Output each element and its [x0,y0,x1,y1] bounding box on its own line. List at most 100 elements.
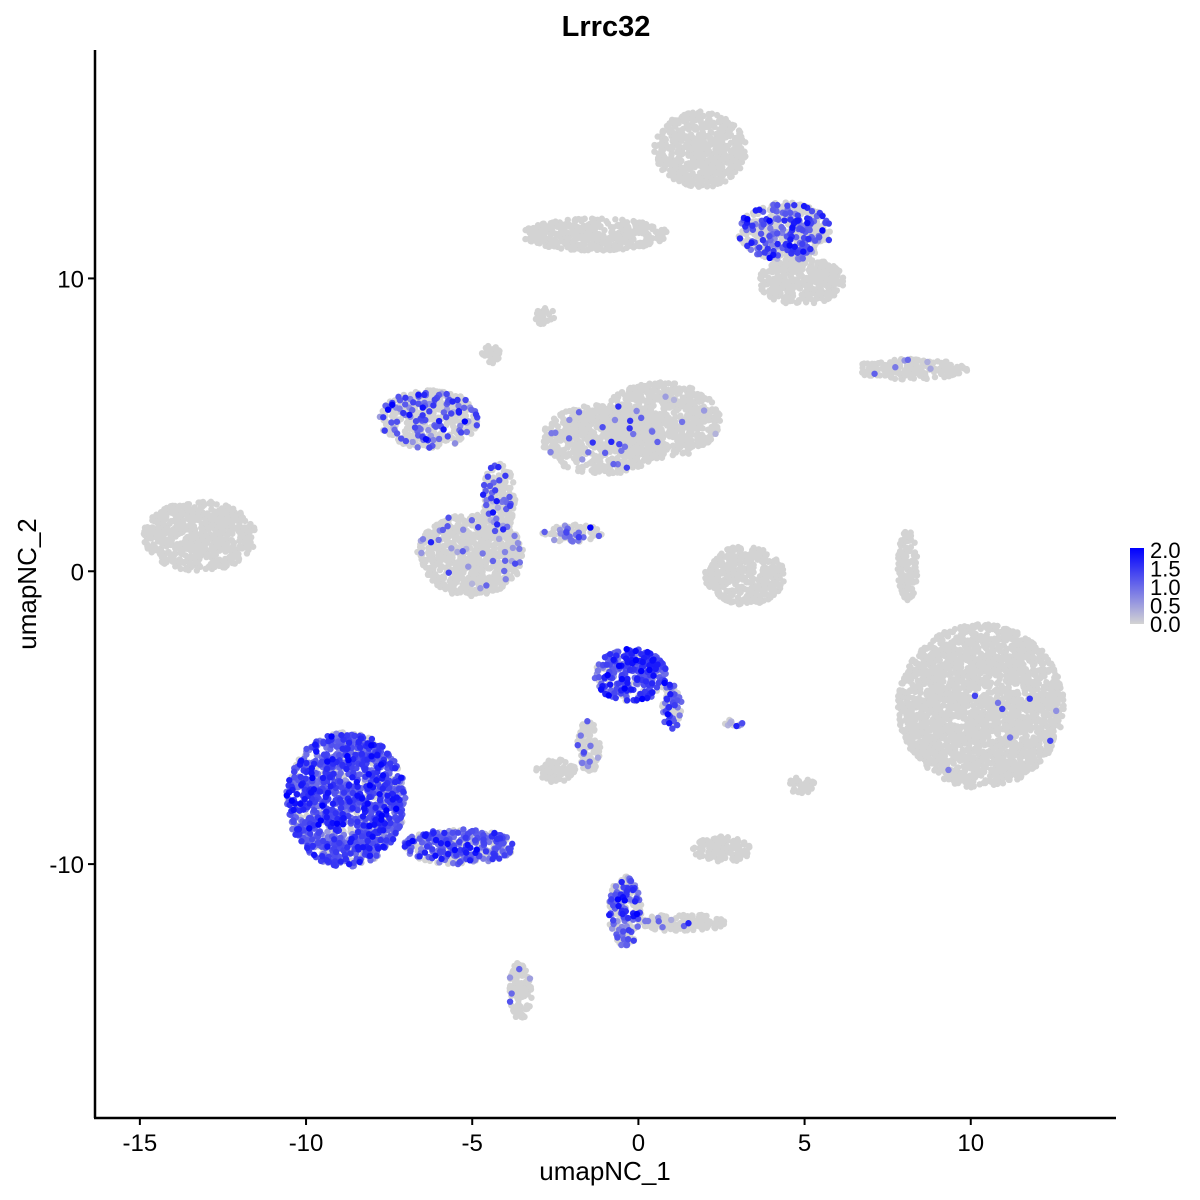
cell-point [825,295,833,302]
cell-point [636,392,643,399]
cell-point [672,422,680,429]
cell-point [490,356,497,364]
cell-point [151,543,159,551]
cell-point [627,459,634,466]
cell-point [796,262,803,269]
cell-point [165,548,172,556]
cell-point [206,500,213,507]
cell-point [825,283,832,290]
cell-point [586,460,594,467]
cell-point [676,156,684,163]
cell-point [727,148,734,155]
cell-point [176,558,183,566]
cell-point [699,169,706,176]
cell-point [669,442,677,449]
cell-point [578,234,585,241]
cell-point [773,280,780,288]
cell-point [723,169,730,176]
cell-point [649,225,656,233]
cell-point [500,482,508,490]
cell-point [581,525,588,532]
cell-point [690,135,697,142]
cell-point [545,243,552,251]
cell-point [803,283,810,290]
cell-point [448,530,456,538]
cell-point [157,547,164,554]
cell-point [588,467,595,474]
cell-point [765,268,773,275]
cell-point [227,546,234,553]
cell-point [650,387,657,394]
cell-point [184,533,192,541]
cell-point [689,177,697,185]
cell-point [704,426,712,433]
cell-point [688,430,695,437]
cell-point [610,428,617,435]
cell-point [484,565,492,572]
cell-point [655,447,663,455]
cell-point [538,231,546,239]
cell-point [172,531,180,539]
cell-point [554,223,561,230]
cell-point [691,161,698,168]
cell-point [176,521,183,528]
cell-point [669,144,676,152]
cell-point [236,537,243,545]
cell-point [698,121,705,129]
cell-point [211,563,218,571]
cell-point [808,258,815,265]
cell-point [613,397,621,405]
cell-point [215,518,222,525]
cell-point [541,426,549,434]
cell-point [192,546,199,553]
cell-point [645,421,652,428]
cell-point [624,399,632,407]
cell-point [708,399,716,406]
cell-point [170,550,178,558]
cell-point [165,538,172,546]
cell-point [662,136,669,143]
cell-point [675,132,682,139]
cell-point [699,441,707,449]
cell-point [160,520,167,527]
cell-point [695,115,703,122]
cell-point [202,519,209,527]
cell-point [776,274,783,281]
cell-point [710,155,717,162]
cell-point [246,528,253,536]
cell-point [161,531,168,538]
cell-point [581,429,588,437]
cell-point [615,232,622,240]
cell-point [681,398,688,405]
cell-point [706,168,713,176]
cell-point [426,569,433,576]
cell-point [692,126,699,133]
cell-point [464,589,471,596]
cell-point [430,529,437,536]
cell-point [438,520,445,528]
cell-point [492,344,499,351]
cell-point [510,479,517,486]
cell-point [173,541,180,549]
cell-point [658,146,665,154]
cell-point [208,522,216,529]
cell-point [571,236,578,244]
cell-point [652,420,660,427]
cell-point [600,233,607,240]
cell-point [235,544,243,552]
cell-point [697,422,704,429]
cell-point [795,284,802,291]
cell-point [702,141,710,148]
cell-point [154,519,161,527]
cell-point [685,450,692,457]
cell-point [572,428,579,435]
cell-point [705,416,712,424]
cell-point [702,151,710,158]
cell-point [689,116,697,124]
cell-point [672,165,679,172]
cell-point [789,290,796,297]
cell-point [687,399,694,407]
cell-point [694,390,701,398]
cell-point [239,514,247,521]
